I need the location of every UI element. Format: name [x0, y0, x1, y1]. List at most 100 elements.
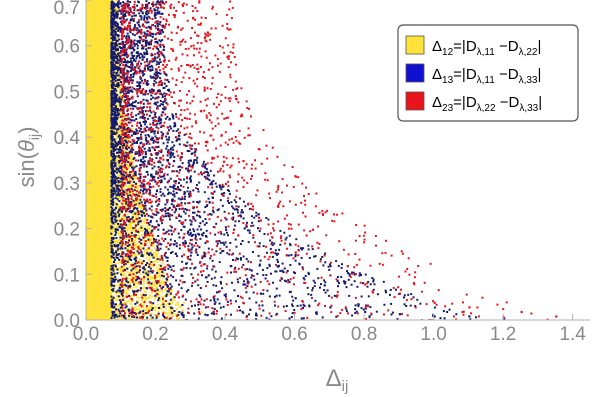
data-point	[109, 47, 112, 50]
data-point	[103, 175, 106, 178]
data-point	[90, 200, 92, 203]
data-point	[97, 312, 100, 315]
data-point	[101, 210, 104, 213]
data-point	[109, 108, 112, 111]
data-point	[122, 179, 125, 182]
data-point	[159, 282, 162, 284]
data-point	[89, 46, 92, 49]
data-point	[98, 205, 101, 208]
data-point	[167, 318, 170, 320]
data-point	[148, 229, 151, 232]
data-point	[150, 262, 153, 265]
data-point	[107, 218, 110, 221]
data-point	[93, 165, 96, 168]
data-point	[88, 4, 91, 7]
data-point	[92, 269, 95, 272]
data-point	[149, 306, 152, 309]
data-point	[116, 292, 119, 295]
data-point	[98, 41, 101, 44]
data-point	[113, 200, 116, 203]
data-point	[96, 30, 99, 33]
data-point	[108, 122, 111, 125]
data-point	[131, 248, 133, 251]
data-point	[158, 257, 161, 260]
data-point	[96, 62, 99, 65]
data-point	[151, 281, 154, 284]
data-point	[102, 283, 105, 286]
data-point	[92, 191, 95, 194]
data-point	[90, 49, 93, 52]
data-point	[97, 190, 100, 193]
data-point	[88, 159, 90, 162]
data-point	[103, 158, 106, 161]
data-point	[98, 10, 101, 13]
data-point	[86, 49, 89, 52]
data-point	[119, 249, 122, 252]
data-point	[114, 7, 117, 10]
data-point	[104, 21, 107, 24]
data-point	[97, 72, 100, 75]
data-point	[105, 216, 108, 219]
data-point	[131, 181, 134, 183]
data-point	[149, 275, 152, 278]
data-point	[118, 106, 121, 109]
data-point	[133, 232, 136, 235]
data-point	[86, 258, 89, 261]
data-point	[87, 124, 90, 127]
data-point	[99, 54, 102, 57]
data-point	[91, 73, 94, 76]
data-point	[96, 155, 99, 158]
data-point	[98, 110, 101, 113]
data-point	[103, 136, 106, 138]
data-point	[137, 315, 140, 318]
data-point	[100, 24, 103, 27]
data-point	[102, 185, 104, 188]
data-point	[89, 231, 92, 234]
data-point	[97, 90, 100, 93]
data-point	[103, 91, 106, 94]
data-point	[100, 165, 103, 168]
data-point	[126, 190, 129, 193]
data-point	[109, 75, 112, 78]
data-point	[86, 201, 89, 204]
data-point	[104, 88, 107, 91]
data-point	[94, 30, 96, 33]
data-point	[96, 291, 99, 294]
data-point	[106, 26, 109, 29]
data-point	[92, 266, 95, 269]
data-point	[91, 146, 94, 149]
data-point	[96, 227, 99, 230]
data-point	[100, 217, 103, 220]
data-point	[94, 280, 97, 283]
data-point	[104, 214, 106, 217]
data-point	[134, 243, 137, 246]
data-point	[101, 9, 104, 12]
data-point	[118, 196, 121, 199]
data-point	[92, 35, 95, 38]
data-point	[88, 148, 91, 151]
data-point	[95, 179, 98, 182]
data-point	[88, 68, 91, 71]
data-point	[128, 184, 131, 187]
data-point	[92, 167, 95, 170]
data-point	[119, 65, 122, 68]
data-point	[136, 300, 139, 302]
data-point	[96, 185, 99, 188]
data-point	[137, 316, 140, 319]
data-point	[88, 201, 91, 204]
data-point	[122, 283, 125, 286]
data-point	[105, 49, 108, 51]
data-point	[116, 37, 118, 40]
data-point	[91, 31, 94, 33]
data-point	[169, 308, 171, 310]
data-point	[99, 97, 102, 100]
data-point	[105, 19, 108, 22]
data-point	[111, 157, 114, 159]
data-point	[130, 159, 133, 162]
data-point	[102, 80, 105, 83]
data-point	[105, 255, 108, 258]
data-point	[99, 16, 102, 19]
data-point	[98, 35, 101, 38]
data-point	[114, 58, 117, 61]
data-point	[90, 273, 93, 276]
